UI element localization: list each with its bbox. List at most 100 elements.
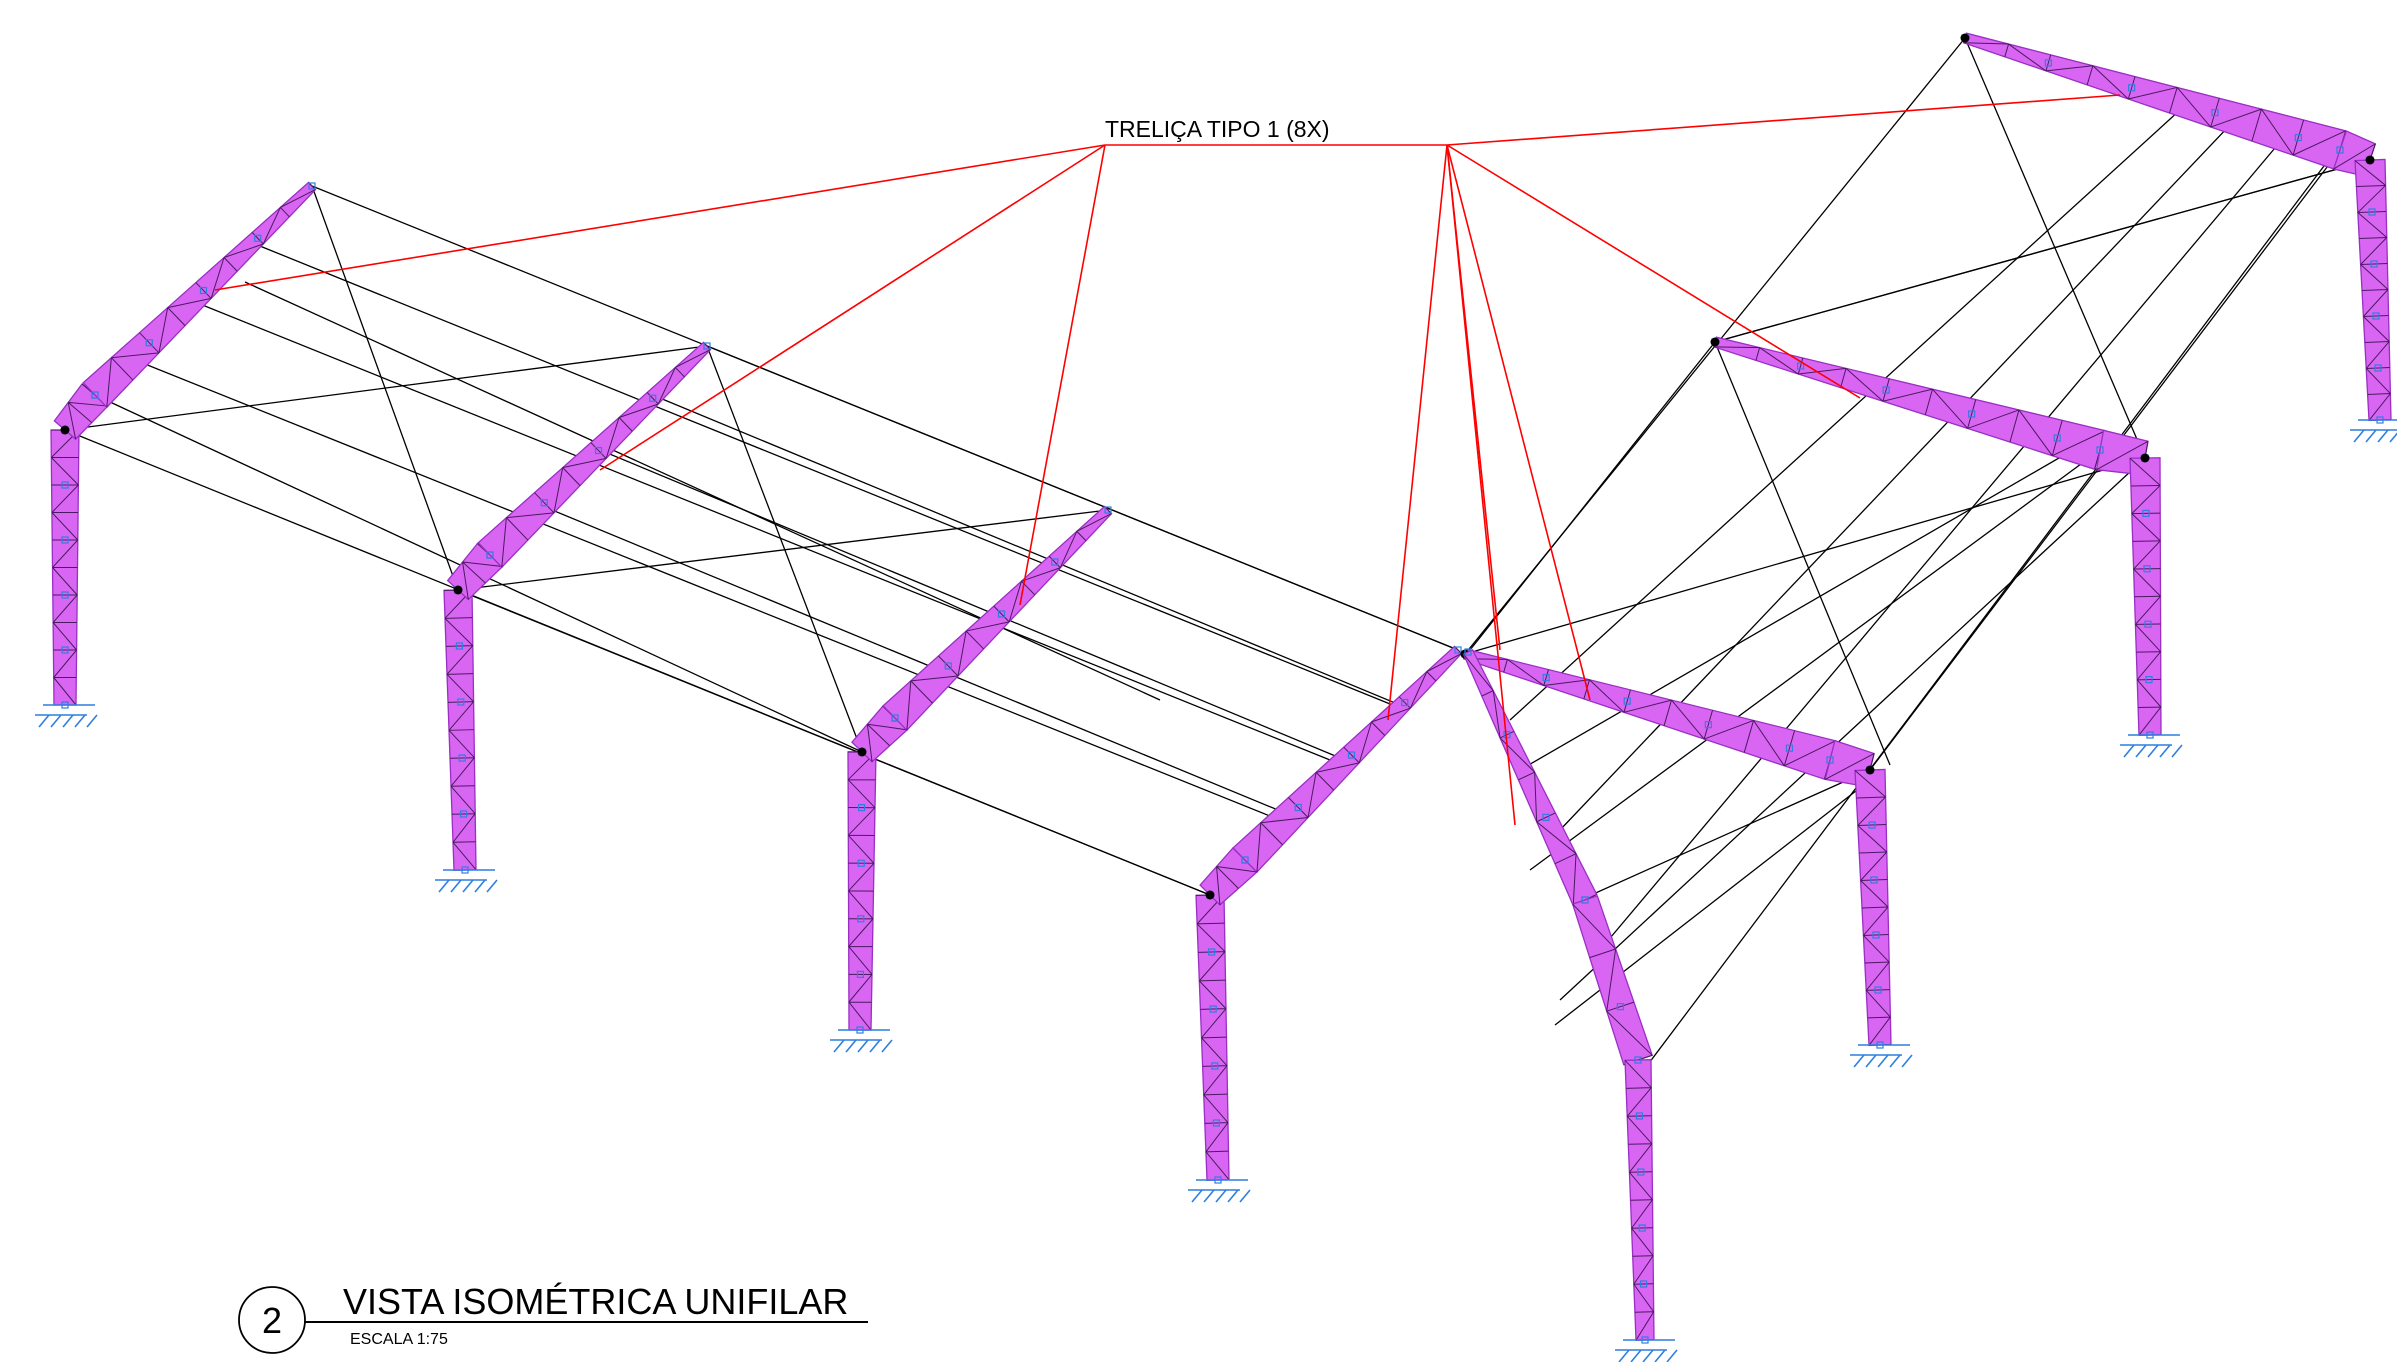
purlin-line: [64, 345, 708, 431]
node-marker: [2096, 446, 2104, 454]
truss-frames: [50, 32, 2392, 1344]
purlin-line: [1519, 439, 2091, 771]
truss-web: [1256, 646, 1462, 873]
purlin-line: [1639, 157, 2331, 1076]
truss-chord: [1571, 895, 1654, 1066]
purlin-and-bracing-lines: [64, 37, 2371, 1076]
purlin-line: [706, 345, 1459, 651]
truss-web: [1854, 770, 1892, 1046]
node-marker: [1542, 813, 1550, 821]
node-point: [1865, 765, 1875, 775]
truss-chord: [82, 181, 317, 409]
purlin-line: [1509, 109, 2181, 721]
truss-web: [906, 506, 1112, 731]
node-marker: [2372, 312, 2380, 320]
purlin-line: [1714, 159, 2371, 343]
node-marker: [540, 499, 548, 507]
truss-web: [2129, 457, 2162, 736]
wing-frame-truss: [1711, 336, 2162, 739]
purlin-line: [457, 589, 1211, 896]
node-marker: [2294, 133, 2302, 142]
node-marker: [857, 803, 866, 812]
wing-frame-truss: [1961, 32, 2392, 424]
node-marker: [1637, 1168, 1645, 1176]
node-marker: [856, 970, 865, 979]
view-title-block: 2 VISTA ISOMÉTRICA UNIFILAR ESCALA 1:75: [238, 1281, 868, 1354]
wing-frame-truss: [1461, 648, 1892, 1049]
node-marker: [486, 551, 494, 559]
node-marker: [1211, 1062, 1219, 1070]
fixed-support-symbol: [435, 869, 498, 893]
node-marker: [1241, 856, 1249, 864]
truss-web: [1195, 894, 1230, 1181]
node-marker: [1051, 558, 1059, 566]
node-marker: [944, 662, 952, 670]
purlin-line: [599, 449, 1346, 761]
node-marker: [1874, 986, 1882, 994]
node-marker: [2144, 620, 2152, 628]
fixed-support-symbol: [1850, 1044, 1913, 1068]
annotation-leader-lines: [214, 94, 2121, 826]
node-marker: [2336, 146, 2344, 154]
fixed-support-symbol: [1188, 1179, 1251, 1203]
node-marker: [703, 342, 711, 350]
node-marker: [997, 610, 1006, 618]
truss-chord: [882, 505, 1113, 732]
node-point: [2140, 453, 2150, 463]
node-marker: [2211, 109, 2219, 117]
node-marker: [1623, 697, 1631, 705]
purlin-line: [1464, 457, 2146, 655]
fixed-support-symbol: [1615, 1339, 1678, 1362]
leader-line: [1019, 144, 1106, 606]
node-marker: [2374, 364, 2382, 372]
fixed-supports: [35, 419, 2397, 1362]
node-marker: [254, 234, 262, 242]
node-marker: [1635, 1112, 1644, 1120]
purlin-line: [1599, 141, 2281, 951]
node-marker: [2142, 509, 2150, 517]
node-marker: [2145, 675, 2153, 684]
view-title: VISTA ISOMÉTRICA UNIFILAR: [343, 1281, 848, 1322]
node-point: [453, 585, 463, 595]
node-marker: [1616, 1003, 1624, 1011]
truss-web: [866, 705, 908, 762]
truss-web: [1216, 847, 1258, 905]
node-marker: [1872, 931, 1880, 939]
node-marker: [61, 536, 69, 544]
leader-line: [1387, 144, 1448, 721]
node-point: [857, 747, 867, 757]
node-point: [1960, 33, 1970, 43]
node-marker: [2370, 260, 2378, 268]
truss-web: [462, 543, 503, 600]
node-marker: [2368, 208, 2376, 216]
node-marker: [1207, 948, 1216, 956]
node-marker: [2128, 84, 2136, 92]
view-number: 2: [262, 1300, 282, 1341]
node-marker: [857, 859, 865, 867]
fixed-support-symbol: [2120, 734, 2183, 758]
node-marker: [857, 915, 865, 923]
truss-web: [106, 182, 316, 408]
node-marker: [1454, 646, 1462, 654]
node-marker: [1704, 721, 1712, 729]
node-marker: [1870, 876, 1878, 884]
fixed-support-symbol: [2350, 419, 2397, 443]
node-marker: [455, 642, 463, 650]
view-number-bubble: [238, 1286, 306, 1354]
leader-line: [599, 144, 1106, 471]
node-point: [2365, 155, 2375, 165]
node-marker: [1826, 756, 1834, 764]
purlin-line: [1469, 341, 1716, 651]
node-marker: [1212, 1119, 1221, 1127]
leader-line: [1446, 144, 1591, 701]
node-marker: [460, 810, 468, 818]
node-marker: [61, 646, 69, 654]
truss-chord: [1232, 645, 1463, 874]
node-marker: [1401, 698, 1409, 707]
node-marker: [1294, 803, 1302, 812]
node-point: [1205, 890, 1215, 900]
purlin-line: [654, 395, 1401, 706]
purlin-line: [706, 345, 863, 753]
node-marker: [1796, 362, 1805, 370]
